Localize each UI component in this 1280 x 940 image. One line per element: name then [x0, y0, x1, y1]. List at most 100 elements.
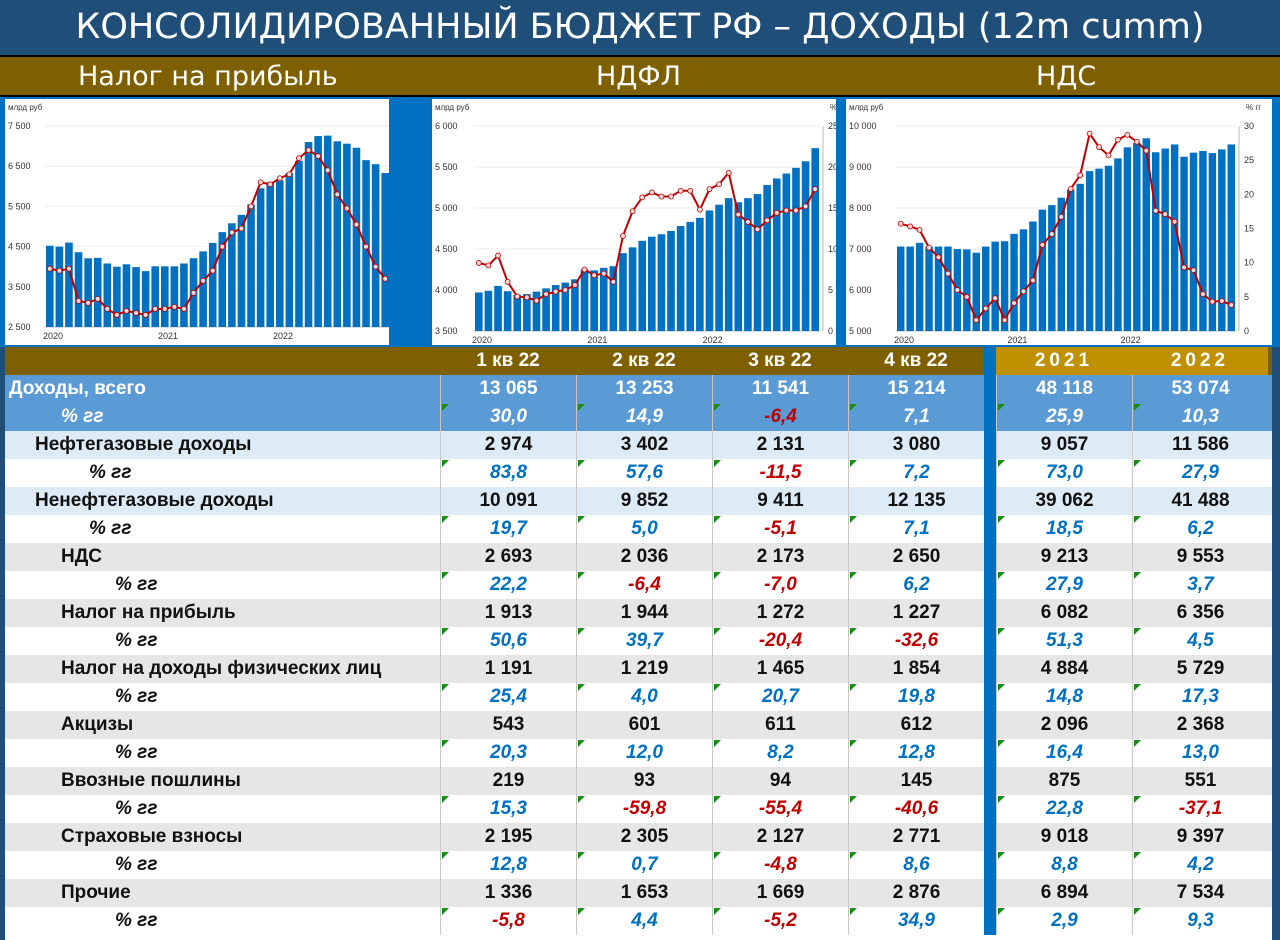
table-cell: 19,8 [848, 683, 984, 711]
column-header: 1 кв 22 [476, 350, 540, 371]
y-tick-label: 6 000 [435, 121, 458, 131]
comment-marker-icon [578, 572, 585, 579]
comment-marker-icon [1134, 908, 1141, 915]
yoy-point [1030, 277, 1036, 284]
amount-value: 6 356 [1176, 602, 1225, 623]
yoy-point [648, 189, 655, 196]
table-cell: 3,7 [1132, 571, 1268, 599]
row-label: Прочие [61, 882, 131, 903]
comment-marker-icon [578, 628, 585, 635]
yoy-point [1039, 241, 1046, 248]
bar [1019, 229, 1028, 331]
table-row-yoy: % гг 25,4 4,0 20,7 19,8 14,8 17,3 [5, 683, 1272, 711]
table-cell: 1 854 [848, 655, 984, 683]
bar [972, 252, 980, 331]
yoy-value: -5,2 [764, 910, 797, 931]
amount-value: 1 272 [756, 602, 805, 623]
yoy-point [171, 303, 178, 310]
row-label: Ввозные пошлины [61, 770, 241, 791]
table-row: Налог на доходы физических лиц 1 191 1 219… [5, 655, 1272, 683]
yoy-point [475, 260, 482, 266]
row-label: Налог на прибыль [61, 602, 236, 623]
table-cell: 543 [440, 711, 576, 739]
column-separator [984, 851, 996, 879]
bar [580, 269, 589, 331]
yoy-point [1096, 144, 1102, 151]
amount-value: 15 214 [887, 378, 946, 399]
y-tick-label: 7 500 [8, 121, 31, 131]
bar [1029, 221, 1037, 331]
bar [648, 236, 656, 331]
bar [619, 253, 627, 331]
table-row: Страховые взносы 2 195 2 305 2 127 2 771 9 01… [5, 823, 1272, 851]
column-separator [984, 347, 996, 375]
yoy-value: 4,2 [1187, 854, 1214, 875]
bar [513, 294, 522, 331]
table-cell: 9 852 [576, 487, 712, 515]
table-cell: -4,8 [712, 851, 848, 879]
amount-value: 41 488 [1171, 490, 1230, 511]
table-cell: 7 534 [1132, 879, 1268, 907]
amount-value: 551 [1184, 770, 1217, 791]
bar [1095, 168, 1103, 331]
amount-value: 2 974 [484, 434, 533, 455]
bar [657, 234, 666, 331]
table-cell: 39,7 [576, 627, 712, 655]
comment-marker-icon [850, 460, 857, 467]
column-separator [984, 543, 996, 571]
table-cell: 2 974 [440, 431, 576, 459]
amount-value: 2 368 [1176, 714, 1225, 735]
x-tick-label: 2022 [273, 331, 293, 341]
amount-value: 9 553 [1176, 546, 1225, 567]
yoy-point [1218, 298, 1225, 304]
table-cell: 601 [576, 711, 712, 739]
bar [208, 242, 217, 327]
table-cell: 9 213 [996, 543, 1132, 571]
bar [1189, 152, 1198, 331]
yoy-point [523, 294, 530, 301]
table-cell: 9 018 [996, 823, 1132, 851]
table-cell: 13 253 [576, 375, 712, 403]
amount-value: 601 [628, 714, 661, 735]
bar [199, 251, 207, 327]
bar [266, 182, 274, 327]
bar [724, 198, 733, 331]
table-cell: 20,3 [440, 739, 576, 767]
comment-marker-icon [1134, 460, 1141, 467]
y-tick-label: 5 000 [849, 326, 872, 336]
y-tick-label: 10 000 [849, 121, 877, 131]
amount-value: 2 305 [620, 826, 669, 847]
bar [542, 288, 550, 331]
comment-marker-icon [714, 684, 721, 691]
comment-marker-icon [1134, 404, 1141, 411]
x-tick-label: 2020 [472, 335, 492, 345]
table-cell: 6 356 [1132, 599, 1268, 627]
table-cell: 18,5 [996, 515, 1132, 543]
bar [503, 291, 512, 331]
y2-tick-label: 25 [828, 121, 836, 131]
bar [734, 202, 743, 331]
bar [494, 285, 502, 331]
yoy-point [1190, 267, 1197, 274]
y-tick-label: 6 000 [849, 285, 872, 295]
table-cell: 34,9 [848, 907, 984, 935]
comment-marker-icon [714, 740, 721, 747]
amount-value: 2 173 [756, 546, 805, 567]
table-cell: 0,7 [576, 851, 712, 879]
bar [897, 246, 905, 331]
bar [381, 173, 389, 327]
yoy-point [1020, 288, 1027, 295]
column-separator [984, 403, 996, 431]
table-cell: 2 693 [440, 543, 576, 571]
comment-marker-icon [1134, 852, 1141, 859]
table-cell: 5 729 [1132, 655, 1268, 683]
bar [1170, 144, 1179, 331]
table-cell: 4,5 [1132, 627, 1268, 655]
bar [180, 263, 188, 327]
y-tick-label: 5 500 [435, 162, 458, 172]
amount-value: 9 411 [757, 490, 804, 511]
row-label: НДС [61, 546, 102, 567]
comment-marker-icon [1134, 684, 1141, 691]
yoy-value: 18,5 [1046, 518, 1083, 539]
comment-marker-icon [998, 460, 1005, 467]
